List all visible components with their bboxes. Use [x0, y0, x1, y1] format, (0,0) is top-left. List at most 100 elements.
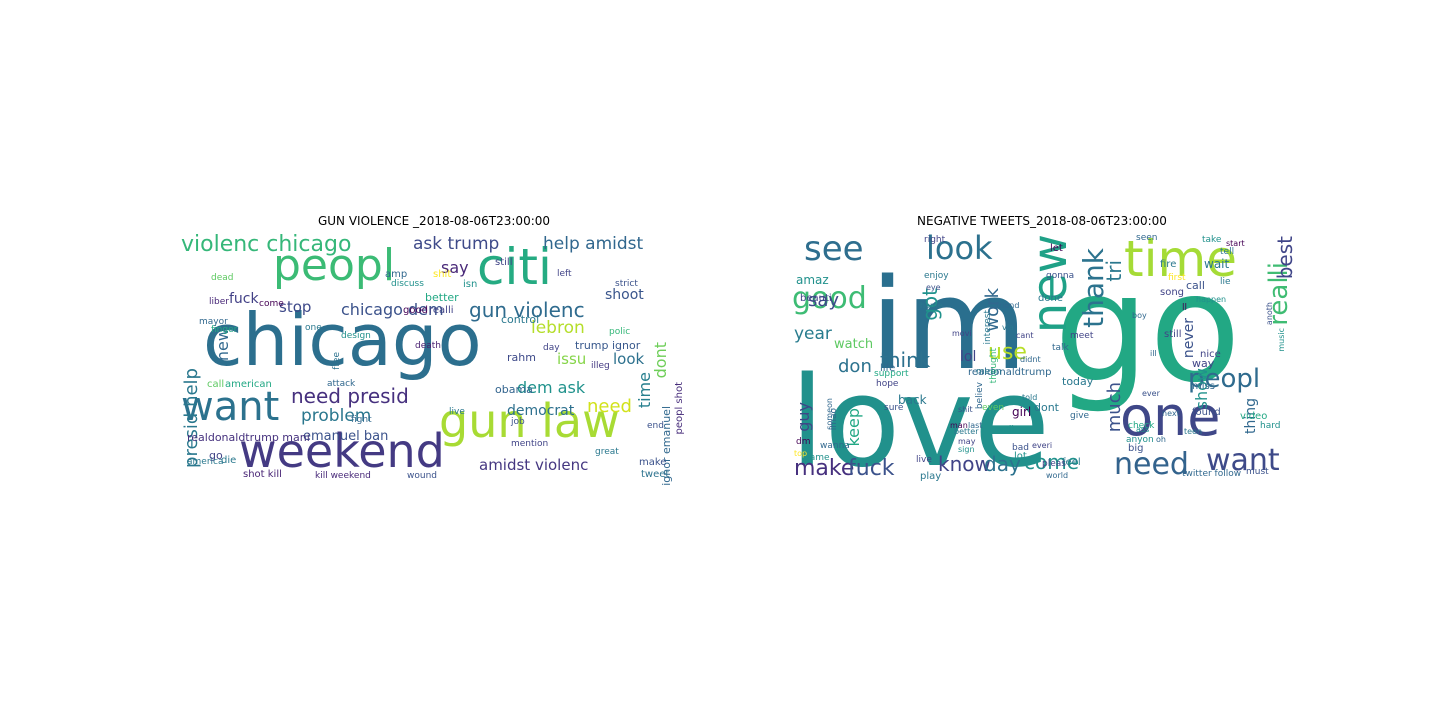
word: meet	[1070, 331, 1094, 341]
word: one	[1120, 385, 1221, 448]
word: control	[501, 313, 540, 326]
word: ill	[1150, 349, 1157, 358]
word: go	[1054, 242, 1241, 416]
word: don	[838, 356, 872, 377]
word: sign	[958, 445, 975, 454]
word: wait	[1204, 257, 1230, 271]
word: told	[1022, 393, 1038, 402]
word: peopl shot	[674, 382, 685, 435]
word: ever	[1142, 389, 1160, 398]
word: polic	[609, 327, 631, 337]
word: first	[1168, 273, 1186, 283]
word: fuck	[848, 456, 895, 481]
word: citi	[477, 238, 552, 296]
word: happen	[1196, 295, 1227, 304]
word: check	[1128, 421, 1155, 431]
word: great	[595, 447, 619, 457]
word: dm	[796, 437, 811, 447]
word: even	[982, 403, 1005, 413]
word: love	[790, 351, 1050, 485]
word: isn	[463, 279, 478, 290]
word: problem	[301, 406, 372, 426]
word: free	[332, 352, 342, 370]
word: america	[187, 457, 224, 467]
word: everi	[1032, 441, 1053, 450]
word: mention	[511, 439, 549, 449]
word: need	[1114, 447, 1189, 482]
word: play	[920, 471, 942, 482]
word: better	[425, 291, 459, 304]
word: feel	[1062, 457, 1081, 468]
word: right	[924, 235, 946, 245]
word: know	[938, 452, 991, 476]
word: must	[1246, 467, 1269, 477]
gun-violence-wordcloud: chicago weekend gun law peopl citi want violen…	[181, 232, 687, 486]
word: want	[181, 384, 280, 430]
word: video	[1240, 411, 1268, 422]
word: take	[1202, 235, 1222, 245]
word: guy	[794, 402, 813, 432]
word: live	[449, 407, 465, 417]
word: job	[511, 417, 525, 427]
word: finger	[211, 325, 238, 335]
word: strict	[615, 279, 638, 289]
word: shoot	[605, 287, 644, 303]
word: die	[221, 455, 237, 466]
word: still	[1164, 329, 1182, 340]
word: friend	[996, 301, 1020, 310]
word: violenc chicago	[181, 232, 352, 257]
gun-violence-title: GUN VIOLENCE _2018-08-06T23:00:00	[317, 214, 551, 228]
word: gun law	[439, 394, 620, 448]
word: come	[259, 299, 284, 309]
word: still	[495, 257, 513, 268]
word: watch	[834, 337, 874, 352]
word: wound	[407, 471, 437, 481]
word: give	[1070, 411, 1090, 421]
word: chicago dem	[341, 300, 444, 319]
word: movi	[952, 329, 972, 338]
word: someon	[825, 398, 834, 430]
word: start	[1226, 239, 1245, 248]
word: beauti	[800, 293, 832, 304]
word: oh	[1156, 435, 1166, 444]
word: talk	[1052, 343, 1069, 353]
word: song	[1160, 287, 1185, 298]
word: need	[587, 396, 632, 417]
word: amaz	[796, 273, 829, 287]
word: back	[898, 393, 927, 407]
word: good	[403, 305, 428, 316]
word: next	[1162, 409, 1180, 418]
word: democrat	[507, 403, 575, 419]
word: anoth	[1265, 302, 1274, 326]
word: home	[920, 301, 943, 310]
word: dem ask	[517, 378, 586, 397]
word: peopl	[273, 240, 396, 291]
word: think	[880, 348, 931, 372]
word: left	[557, 269, 572, 279]
word: ass	[1136, 425, 1150, 434]
word: pleas	[1042, 459, 1066, 469]
word: teen	[1184, 427, 1203, 436]
word: need presid	[291, 384, 409, 408]
word: use	[988, 340, 1027, 365]
word: fire	[1160, 259, 1177, 270]
negative-tweets-wordcloud: im love go new one time good see look want need peo…	[790, 232, 1295, 485]
word: dont	[651, 342, 670, 379]
word: music	[1277, 328, 1286, 352]
word: realdonaldtrump mani	[187, 431, 310, 444]
word: may	[958, 437, 976, 446]
word: world	[1046, 471, 1069, 480]
word: gun violenc	[469, 298, 585, 322]
word: day	[984, 452, 1021, 476]
word: top	[794, 449, 808, 458]
word: cant	[1016, 331, 1034, 340]
word: shit	[433, 269, 452, 280]
word: fuck	[229, 291, 259, 307]
word: dont	[1034, 401, 1059, 414]
word: liber	[209, 297, 229, 307]
word: gonna	[1046, 271, 1075, 281]
word: obama	[495, 383, 533, 396]
word: eye	[926, 283, 941, 292]
word: say	[441, 258, 469, 277]
word: let	[1050, 243, 1063, 254]
